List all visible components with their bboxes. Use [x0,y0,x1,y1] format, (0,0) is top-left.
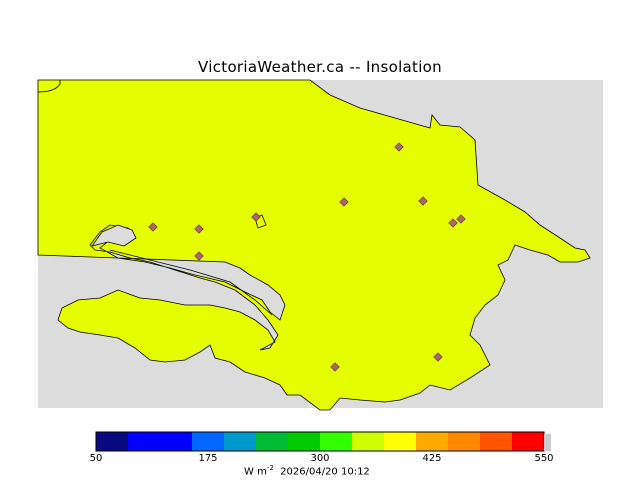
legend-swatch [384,432,417,451]
legend-swatch [192,432,225,451]
legend-swatch [480,432,513,451]
legend-tick-label: 50 [89,453,103,464]
station-marker[interactable] [394,142,404,152]
legend-tick-label: 425 [422,453,442,464]
inlet-outline [91,224,137,247]
legend-swatch [224,432,257,451]
legend-caption: W m-2 2026/04/20 10:12 [244,464,370,477]
legend-swatch [320,432,353,451]
legend-swatch [448,432,481,451]
units-exponent: -2 [266,464,274,472]
station-marker[interactable] [433,352,443,362]
legend-swatch [160,432,193,451]
legend-shadow [544,434,551,451]
river-outline [109,249,273,316]
units-base: W m [244,466,267,478]
title-separator: -- [349,58,361,76]
legend-colorbar [95,431,551,452]
station-marker[interactable] [330,362,340,372]
title-product: Insolation [365,58,442,76]
station-marker[interactable] [339,197,349,207]
station-marker[interactable] [194,224,204,234]
station-marker[interactable] [448,218,458,228]
legend-swatch [288,432,321,451]
legend-swatch [256,432,289,451]
station-marker[interactable] [418,196,428,206]
title-site: VictoriaWeather.ca [198,58,345,76]
legend-swatch [416,432,449,451]
timestamp: 2026/04/20 10:12 [280,466,370,478]
legend-swatch [512,432,545,451]
station-marker[interactable] [148,222,158,232]
legend-swatch [352,432,385,451]
legend-swatch [128,432,161,451]
map-title: VictoriaWeather.ca -- Insolation [0,58,640,76]
station-marker[interactable] [194,251,204,261]
station-marker[interactable] [456,214,466,224]
station-marker[interactable] [251,212,261,222]
legend-swatch [96,432,129,451]
legend-tick-label: 175 [198,453,218,464]
legend-tick-label: 550 [534,453,554,464]
corner-island-outline [37,80,61,93]
legend-tick-label: 300 [310,453,330,464]
station-markers [148,142,466,372]
